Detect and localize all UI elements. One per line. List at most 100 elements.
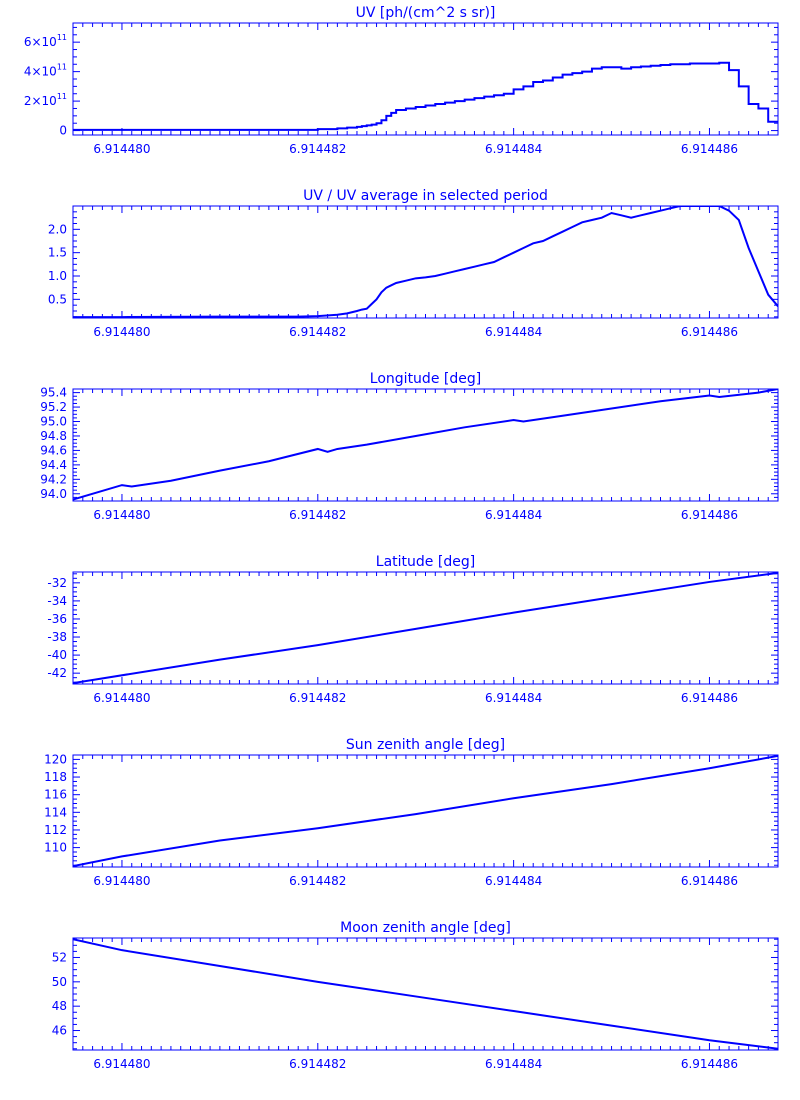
series-line xyxy=(73,755,778,867)
y-tick-label: 1.0 xyxy=(48,269,67,283)
y-tick-label: 112 xyxy=(44,823,67,837)
y-tick-label: 2×1011 xyxy=(24,92,67,108)
y-tick-label: 50 xyxy=(52,975,67,989)
y-tick-label-base: 1.5 xyxy=(48,246,67,260)
x-tick-label: 6.914486 xyxy=(681,1057,738,1071)
x-tick-label: 6.914482 xyxy=(289,142,346,156)
y-tick-label-base: 95.4 xyxy=(40,386,67,400)
x-tick-label: 6.914486 xyxy=(681,142,738,156)
chart-panel-6: Moon zenith angle [deg] 6.914480 6.914482 6… xyxy=(52,920,779,1071)
x-tick-label: 6.914486 xyxy=(681,325,738,339)
y-tick-label-base: 118 xyxy=(44,770,67,784)
x-tick-label: 6.914482 xyxy=(289,1057,346,1071)
chart-panel-1: UV [ph/(cm^2 s sr)] 6.914480 6.914482 6.914… xyxy=(24,5,779,156)
y-tick-label-base: 48 xyxy=(52,999,67,1013)
y-tick-label-base: 112 xyxy=(44,823,67,837)
y-tick-label-base: 0.5 xyxy=(48,292,67,306)
y-tick-label-base: -36 xyxy=(47,612,67,626)
y-tick-label-exponent: 11 xyxy=(57,92,67,101)
y-tick-label: 118 xyxy=(44,770,67,784)
series-line xyxy=(73,61,778,131)
x-tick-label: 6.914484 xyxy=(485,325,542,339)
y-tick-label: 4×1011 xyxy=(24,63,67,79)
y-tick-label-exponent: 11 xyxy=(57,63,67,72)
y-tick-label-base: -40 xyxy=(47,648,67,662)
y-tick-label: 95.2 xyxy=(40,400,67,414)
y-tick-label: 94.0 xyxy=(40,487,67,501)
y-tick-label: 94.4 xyxy=(40,458,67,472)
series-line xyxy=(73,572,778,684)
x-tick-label: 6.914480 xyxy=(93,142,150,156)
y-tick-label-base: -32 xyxy=(47,576,67,590)
y-tick-label: 1.5 xyxy=(48,246,67,260)
y-tick-label-base: 4×10 xyxy=(24,65,57,79)
chart-panel-4: Latitude [deg] 6.914480 6.914482 6.914484 6.… xyxy=(47,554,779,705)
y-tick-label-base: 1.0 xyxy=(48,269,67,283)
y-tick-label: 110 xyxy=(44,841,67,855)
x-tick-label: 6.914480 xyxy=(93,874,150,888)
y-tick-label-base: -42 xyxy=(47,666,67,680)
y-tick-label: 114 xyxy=(44,805,67,819)
x-tick-label: 6.914484 xyxy=(485,874,542,888)
y-tick-label: -42 xyxy=(47,666,67,680)
chart-panel-5: Sun zenith angle [deg] 6.914480 6.914482 6.… xyxy=(44,737,779,888)
y-tick-label-base: 94.0 xyxy=(40,487,67,501)
y-tick-label: 94.2 xyxy=(40,472,67,486)
series-line xyxy=(73,206,778,318)
x-tick-label: 6.914482 xyxy=(289,691,346,705)
x-tick-label: 6.914484 xyxy=(485,691,542,705)
y-tick-label: -34 xyxy=(47,594,67,608)
x-tick-label: 6.914480 xyxy=(93,1057,150,1071)
y-tick-label: 116 xyxy=(44,788,67,802)
x-tick-label: 6.914482 xyxy=(289,508,346,522)
y-tick-label: 95.0 xyxy=(40,415,67,429)
chart-title: Latitude [deg] xyxy=(376,554,475,570)
x-tick-label: 6.914480 xyxy=(93,508,150,522)
y-tick-label-base: -34 xyxy=(47,594,67,608)
y-tick-label: 46 xyxy=(52,1024,67,1038)
plot-frame xyxy=(72,205,779,319)
y-tick-label-base: 2×10 xyxy=(24,94,57,108)
plot-frame xyxy=(72,754,779,868)
y-tick-label: 52 xyxy=(52,950,67,964)
chart-title: Longitude [deg] xyxy=(370,371,481,387)
y-tick-label: 95.4 xyxy=(40,386,67,400)
x-tick-label: 6.914486 xyxy=(681,508,738,522)
series-line xyxy=(73,938,778,1050)
y-tick-label-base: 110 xyxy=(44,841,67,855)
y-tick-label-base: -38 xyxy=(47,630,67,644)
y-tick-label-base: 94.8 xyxy=(40,429,67,443)
x-tick-label: 6.914482 xyxy=(289,874,346,888)
y-tick-label: 120 xyxy=(44,752,67,766)
chart-title: Sun zenith angle [deg] xyxy=(346,737,505,753)
y-tick-label-base: 46 xyxy=(52,1024,67,1038)
y-tick-label-base: 94.4 xyxy=(40,458,67,472)
y-tick-label: 6×1011 xyxy=(24,33,67,49)
y-tick-label: 48 xyxy=(52,999,67,1013)
chart-title: Moon zenith angle [deg] xyxy=(340,920,511,936)
y-tick-label-base: 94.6 xyxy=(40,443,67,457)
y-tick-label-base: 52 xyxy=(52,950,67,964)
y-tick-label: -38 xyxy=(47,630,67,644)
y-tick-label-base: 120 xyxy=(44,752,67,766)
y-tick-label: 94.6 xyxy=(40,443,67,457)
x-tick-label: 6.914482 xyxy=(289,325,346,339)
y-tick-label-exponent: 11 xyxy=(57,33,67,42)
y-tick-label-base: 114 xyxy=(44,805,67,819)
plot-frame xyxy=(72,937,779,1051)
y-tick-label-base: 0 xyxy=(59,124,67,138)
plot-frame xyxy=(72,22,779,136)
x-tick-label: 6.914484 xyxy=(485,1057,542,1071)
y-tick-label-base: 50 xyxy=(52,975,67,989)
chart-title: UV [ph/(cm^2 s sr)] xyxy=(356,5,496,21)
y-tick-label: 94.8 xyxy=(40,429,67,443)
y-tick-label-base: 6×10 xyxy=(24,35,57,49)
x-tick-label: 6.914480 xyxy=(93,691,150,705)
series-line xyxy=(73,389,778,501)
y-tick-label-base: 94.2 xyxy=(40,472,67,486)
y-tick-label: -36 xyxy=(47,612,67,626)
chart-title: UV / UV average in selected period xyxy=(303,188,548,204)
y-tick-label: 2.0 xyxy=(48,222,67,236)
x-tick-label: 6.914486 xyxy=(681,874,738,888)
y-tick-label-base: 95.2 xyxy=(40,400,67,414)
